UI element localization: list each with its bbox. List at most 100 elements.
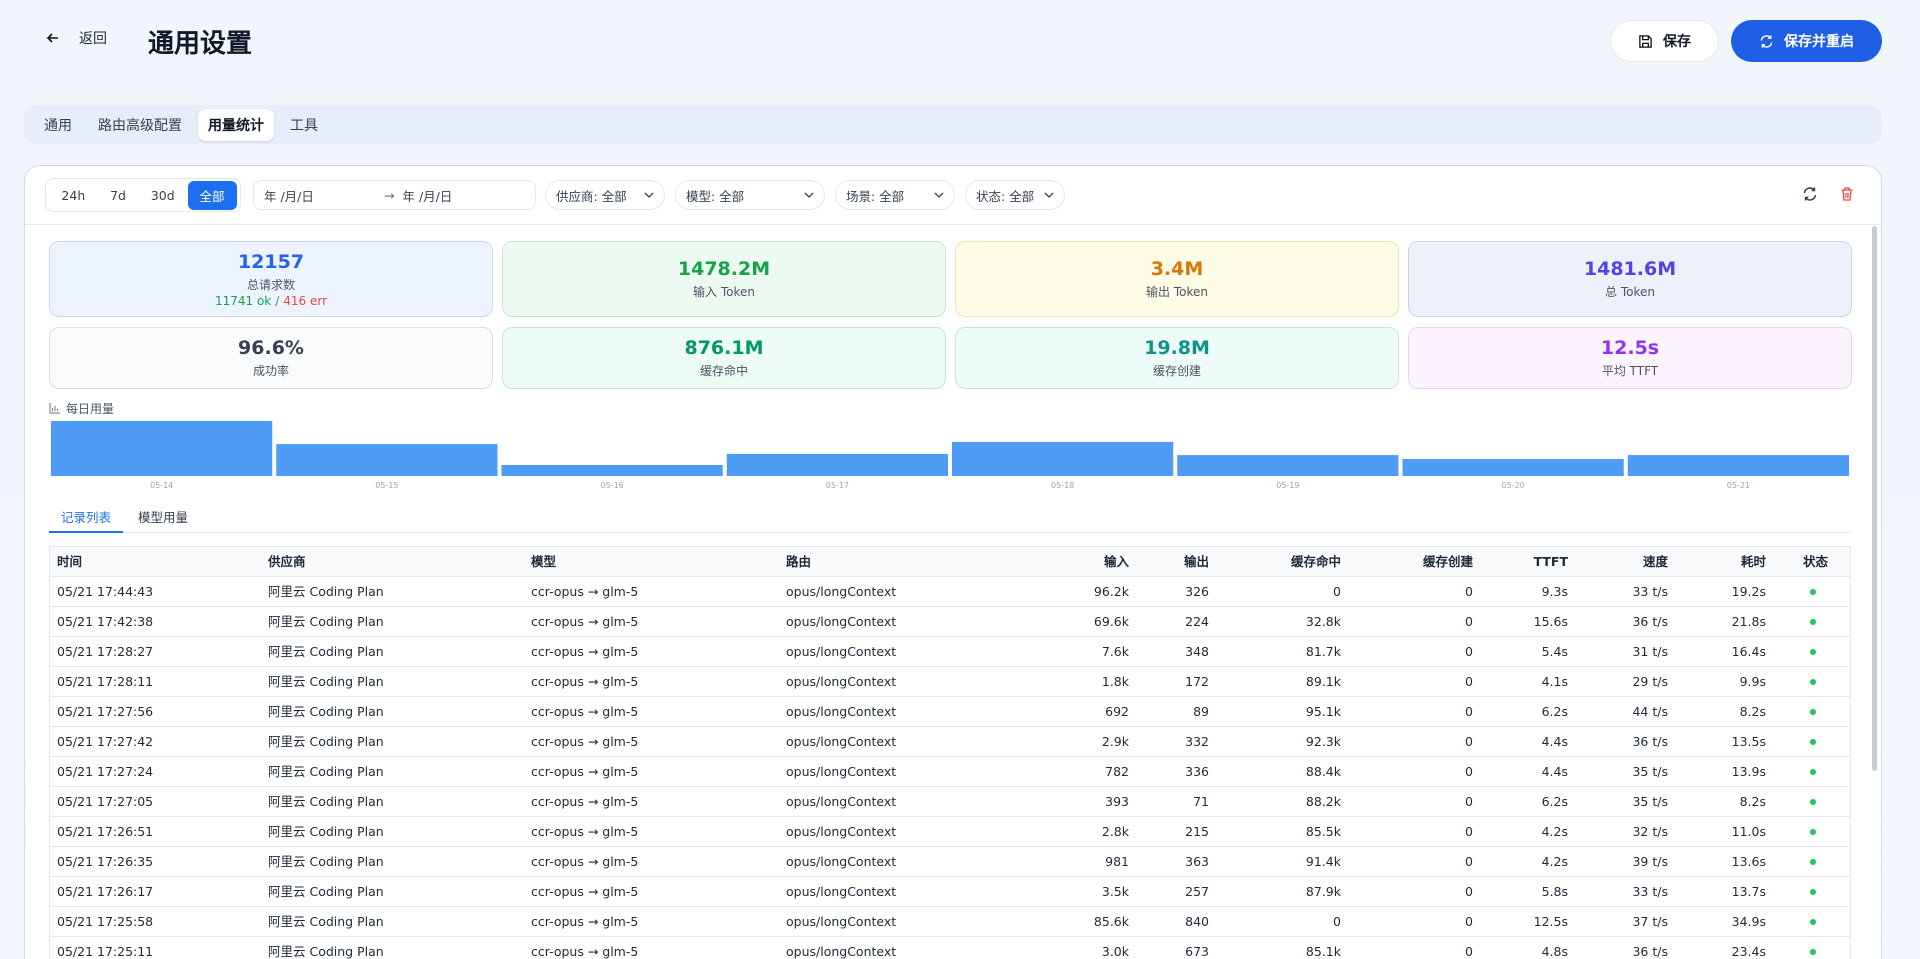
x-tick-label: 05-14: [150, 481, 173, 490]
table-cell: 15.6s: [1533, 614, 1568, 629]
table-cell: 05/21 17:25:11: [57, 944, 154, 959]
status-filter[interactable]: 状态: 全部: [965, 180, 1065, 210]
table-cell: 4.4s: [1541, 734, 1568, 749]
date-to[interactable]: 年 /月/日: [402, 188, 453, 204]
sub-tab[interactable]: 记录列表: [49, 507, 124, 533]
table-cell: 13.7s: [1731, 884, 1766, 899]
bar: [501, 465, 723, 476]
table-cell: 0: [1333, 584, 1341, 599]
tab[interactable]: 工具: [290, 117, 318, 134]
column-header: TTFT: [1533, 554, 1568, 569]
table-row[interactable]: 05/21 17:26:35 阿里云 Coding Plan ccr-opus → …: [50, 847, 1850, 877]
bar: [1627, 455, 1849, 476]
table-cell: 4.1s: [1541, 674, 1568, 689]
tab[interactable]: 用量统计: [198, 108, 274, 141]
date-separator: →: [384, 187, 395, 203]
table-cell: 05/21 17:26:17: [57, 884, 154, 899]
table-cell: 85.6k: [1093, 914, 1129, 929]
date-from[interactable]: 年 /月/日: [264, 188, 314, 204]
back-button[interactable]: 返回: [45, 28, 107, 48]
table-cell: 35 t/s: [1632, 794, 1668, 809]
table-cell: 阿里云 Coding Plan: [268, 704, 384, 719]
chart-title: 每日用量: [66, 402, 115, 416]
delete-button[interactable]: [1839, 186, 1855, 202]
x-tick-label: 05-19: [1276, 481, 1299, 490]
save-restart-button[interactable]: 保存并重启: [1731, 20, 1882, 62]
table-cell: 89.1k: [1305, 674, 1341, 689]
table-cell: 05/21 17:25:58: [57, 914, 154, 929]
table-cell: 05/21 17:44:43: [57, 584, 154, 599]
x-tick-label: 05-17: [826, 481, 849, 490]
table-cell: opus/longContext: [786, 824, 897, 839]
table-cell: 阿里云 Coding Plan: [268, 884, 384, 899]
stat-card: 1478.2M 输入 Token: [502, 241, 946, 317]
status-dot: [1810, 889, 1816, 895]
stat-card: 96.6% 成功率: [49, 327, 493, 389]
table-cell: 8.2s: [1739, 704, 1766, 719]
table-row[interactable]: 05/21 17:44:43 阿里云 Coding Plan ccr-opus → …: [50, 577, 1850, 607]
table-cell: 840: [1185, 914, 1209, 929]
table-cell: 4.2s: [1541, 854, 1568, 869]
table-cell: 0: [1465, 584, 1473, 599]
table-cell: 71: [1193, 794, 1209, 809]
separator: /: [275, 293, 280, 308]
table-cell: 0: [1465, 764, 1473, 779]
table-cell: 阿里云 Coding Plan: [268, 734, 384, 749]
provider-filter[interactable]: 供应商: 全部: [545, 180, 665, 210]
table-row[interactable]: 05/21 17:25:11 阿里云 Coding Plan ccr-opus → …: [50, 937, 1850, 959]
table-row[interactable]: 05/21 17:25:58 阿里云 Coding Plan ccr-opus → …: [50, 907, 1850, 937]
bar: [276, 444, 498, 476]
sub-tab[interactable]: 模型用量: [138, 510, 189, 525]
table-cell: 257: [1185, 884, 1209, 899]
table-cell: ccr-opus → glm-5: [531, 794, 639, 809]
status-dot: [1810, 619, 1816, 625]
range-option[interactable]: 7d: [110, 187, 126, 203]
tab[interactable]: 路由高级配置: [98, 117, 182, 134]
table-cell: 89: [1193, 704, 1209, 719]
column-header: 输出: [1183, 554, 1209, 569]
refresh-button[interactable]: [1802, 186, 1818, 202]
table-row[interactable]: 05/21 17:27:42 阿里云 Coding Plan ccr-opus → …: [50, 727, 1850, 757]
stat-label: 输出 Token: [1146, 285, 1208, 299]
table-row[interactable]: 05/21 17:28:27 阿里云 Coding Plan ccr-opus → …: [50, 637, 1850, 667]
table-cell: 673: [1185, 944, 1209, 959]
range-option[interactable]: 全部: [187, 180, 237, 210]
table-cell: 05/21 17:27:56: [57, 704, 154, 719]
table-cell: ccr-opus → glm-5: [531, 944, 639, 959]
table-cell: 05/21 17:27:42: [57, 734, 154, 749]
table-cell: ccr-opus → glm-5: [531, 674, 639, 689]
table-cell: 69.6k: [1093, 614, 1129, 629]
table-cell: 95.1k: [1305, 704, 1341, 719]
x-tick-label: 05-18: [1051, 481, 1074, 490]
stat-card: 1481.6M 总 Token: [1408, 241, 1852, 317]
table-row[interactable]: 05/21 17:28:11 阿里云 Coding Plan ccr-opus → …: [50, 667, 1850, 697]
model-filter[interactable]: 模型: 全部: [675, 180, 825, 210]
range-option[interactable]: 24h: [61, 187, 86, 203]
table-cell: 85.5k: [1305, 824, 1341, 839]
table-cell: 23.4s: [1731, 944, 1766, 959]
stat-card: 12157 总请求数 11741 ok/416 err: [49, 241, 493, 317]
save-button[interactable]: 保存: [1610, 20, 1719, 62]
sub-tab-line: [49, 532, 1851, 533]
table-row[interactable]: 05/21 17:27:56 阿里云 Coding Plan ccr-opus → …: [50, 697, 1850, 727]
table-cell: 阿里云 Coding Plan: [268, 794, 384, 809]
table-row[interactable]: 05/21 17:27:24 阿里云 Coding Plan ccr-opus → …: [50, 757, 1850, 787]
stat-card: 876.1M 缓存命中: [502, 327, 946, 389]
table-cell: 阿里云 Coding Plan: [268, 674, 384, 689]
column-header: 模型: [531, 554, 557, 569]
table-cell: 0: [1465, 854, 1473, 869]
table-row[interactable]: 05/21 17:26:51 阿里云 Coding Plan ccr-opus → …: [50, 817, 1850, 847]
table-cell: 32.8k: [1305, 614, 1341, 629]
table-row[interactable]: 05/21 17:27:05 阿里云 Coding Plan ccr-opus → …: [50, 787, 1850, 817]
table-cell: opus/longContext: [786, 794, 897, 809]
stat-value: 12.5s: [1600, 337, 1660, 359]
range-option[interactable]: 30d: [150, 187, 175, 203]
table-cell: opus/longContext: [786, 584, 897, 599]
table-cell: 0: [1465, 914, 1473, 929]
scene-filter[interactable]: 场景: 全部: [835, 180, 955, 210]
table-row[interactable]: 05/21 17:42:38 阿里云 Coding Plan ccr-opus → …: [50, 607, 1850, 637]
tab[interactable]: 通用: [44, 117, 72, 134]
table-cell: 0: [1465, 794, 1473, 809]
table-row[interactable]: 05/21 17:26:17 阿里云 Coding Plan ccr-opus → …: [50, 877, 1850, 907]
